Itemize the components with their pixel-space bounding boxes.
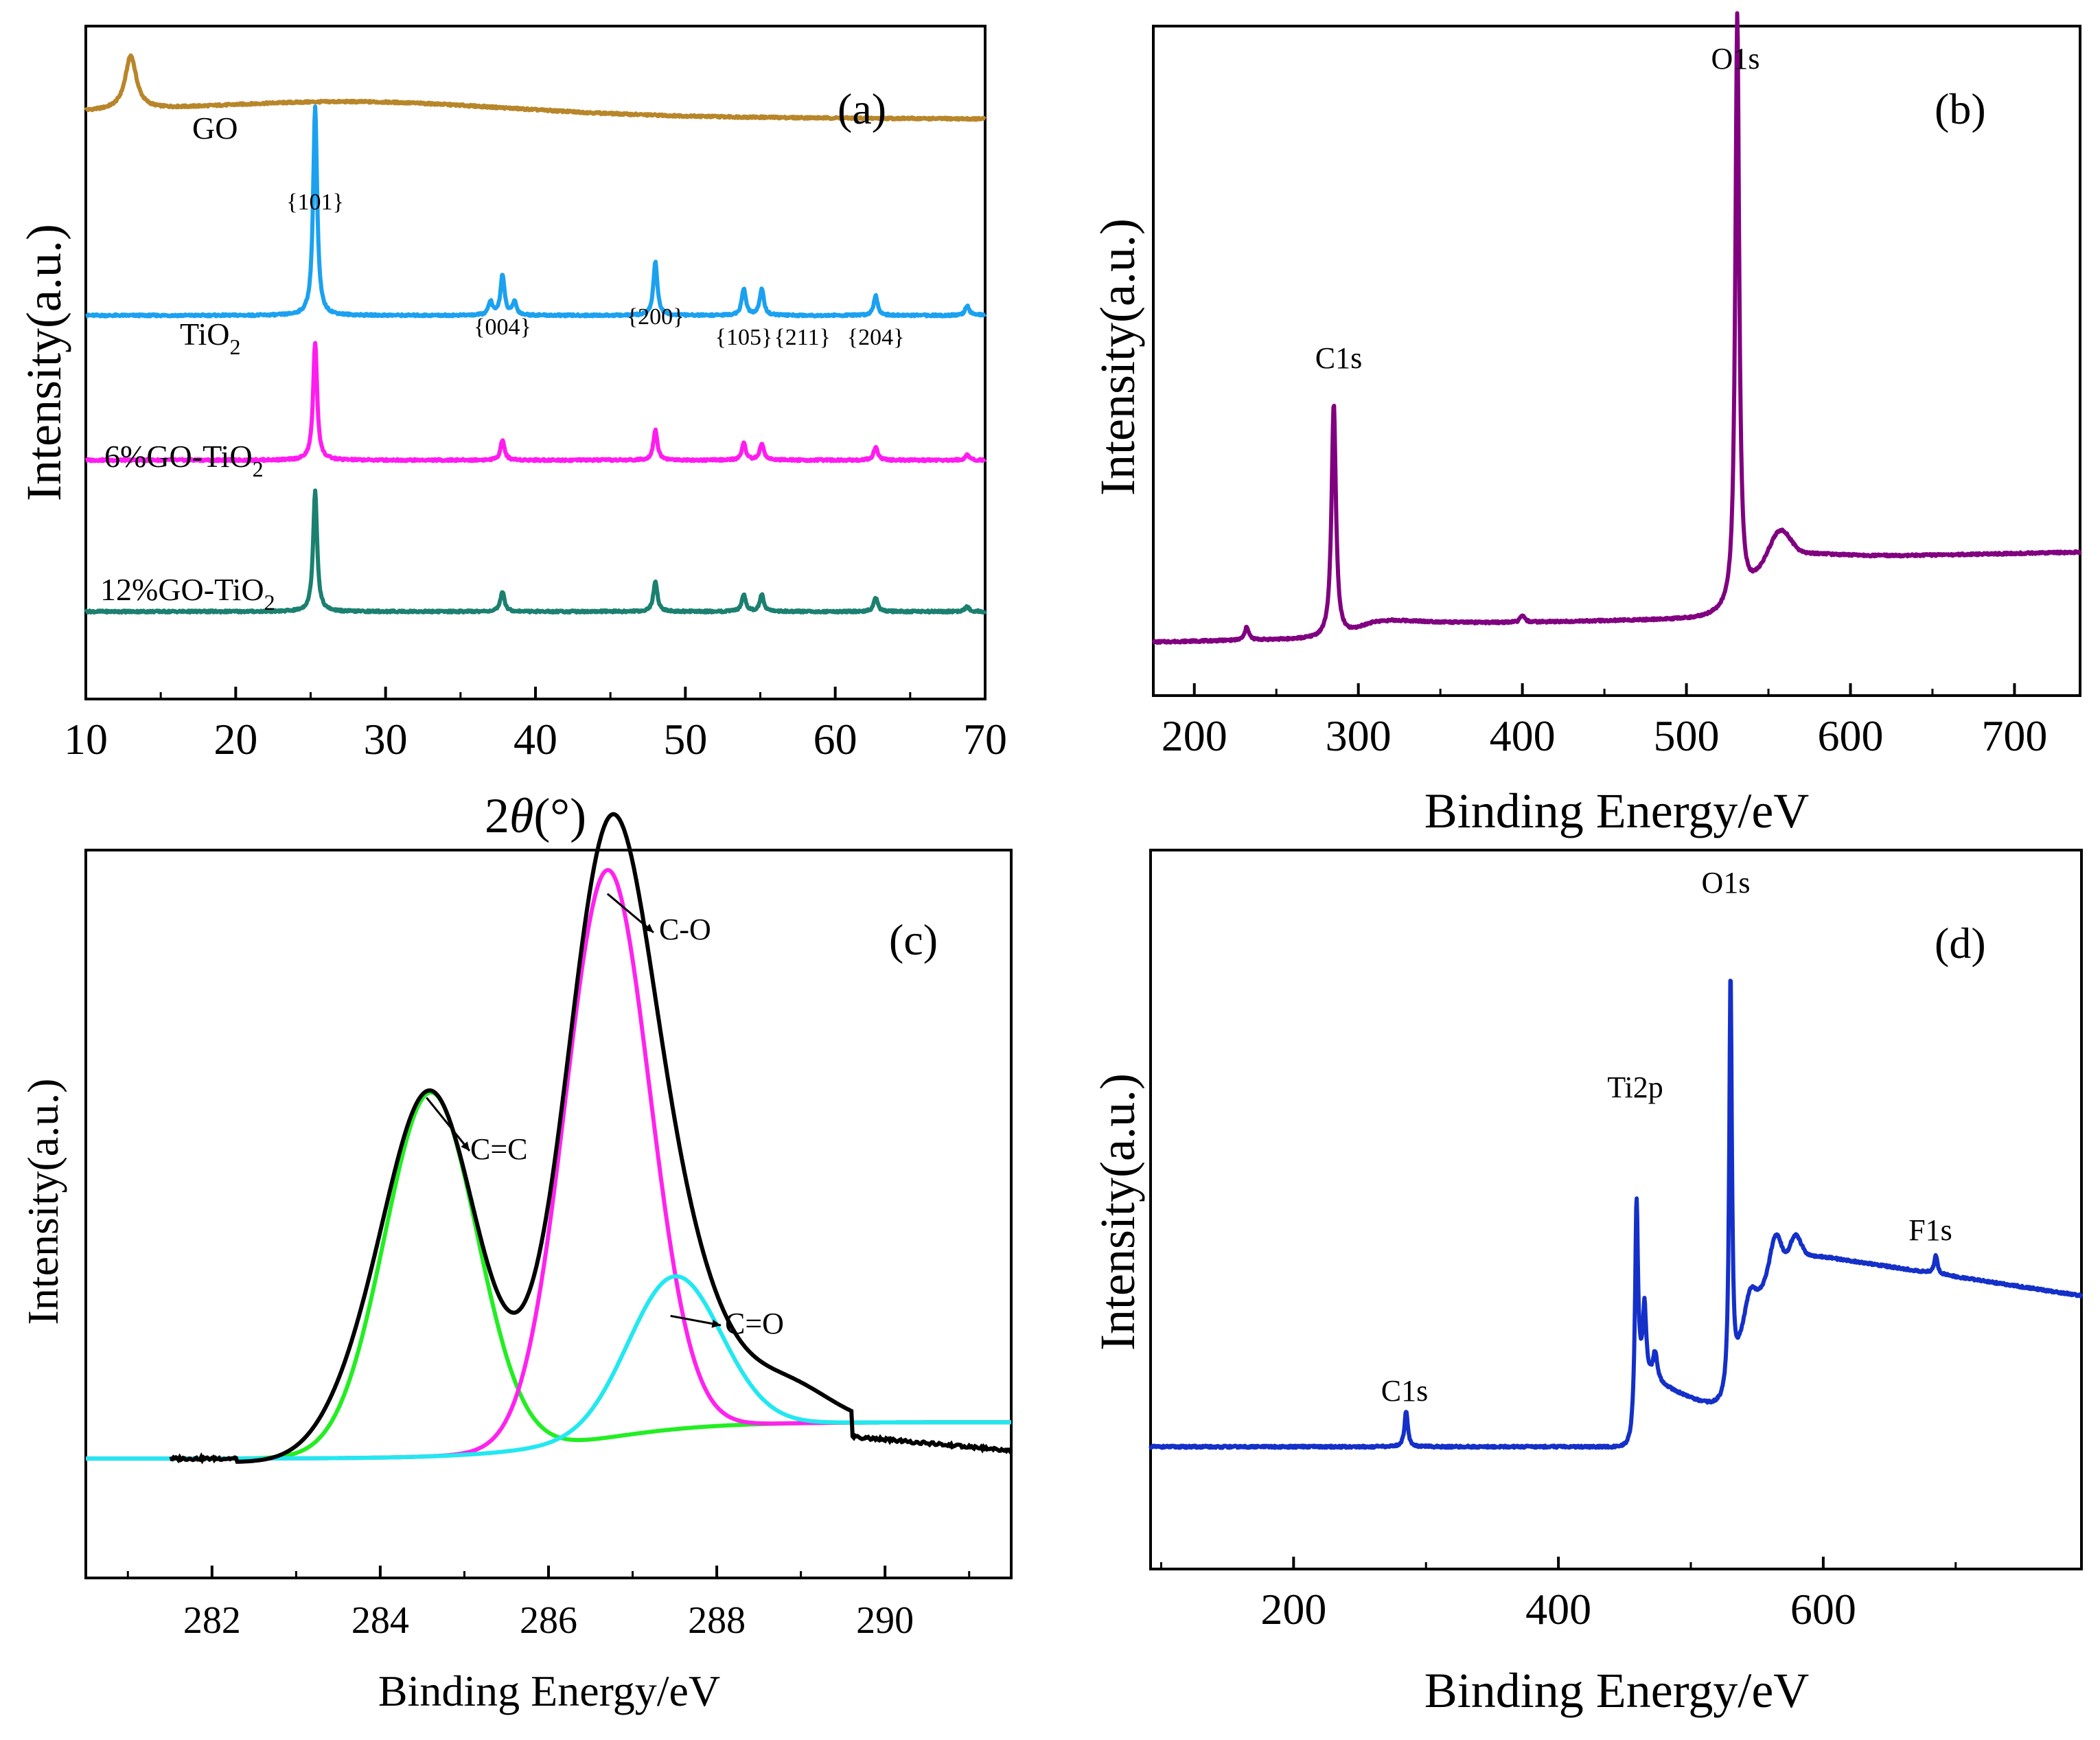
panel-c-x-tick-label: 284: [351, 1599, 409, 1642]
component-label-c-c-double: C=C: [470, 1132, 528, 1166]
panel-a-x-axis-title: 2θ(°): [485, 788, 586, 843]
component-label-c-o-double: C=O: [725, 1307, 784, 1340]
series-6go-tio2-line: [84, 341, 987, 463]
panel-c-label: (c): [889, 915, 938, 964]
plane-label: {101}: [286, 190, 344, 215]
panel-b-plot-frame: [1152, 25, 2081, 697]
panel-d-x-tick-label: 200: [1260, 1585, 1326, 1634]
panel-a-x-tick-label: 20: [214, 715, 257, 764]
annotation-arrowhead: [711, 1319, 721, 1328]
plane-label: {004}: [474, 314, 531, 340]
series-go-line: [84, 53, 987, 122]
panel-c-x-axis-title: Binding Energy/eV: [378, 1667, 720, 1715]
component-c-c-double-line: [86, 1090, 1011, 1461]
peak-label-o1s: O1s: [1711, 42, 1760, 76]
panel-b-spectrum-line: [1151, 11, 2082, 645]
panel-a-x-tick-label: 40: [514, 715, 557, 764]
annotation-arrowhead: [644, 924, 654, 932]
series-label-tio2: TiO2: [180, 317, 240, 359]
panel-d-plot-frame: [1149, 849, 2083, 1570]
panel-d-label: (d): [1935, 919, 1986, 968]
plane-label: {211}: [774, 325, 830, 350]
panel-a-x-tick-label: 50: [663, 715, 707, 764]
component-c-o-double-line: [86, 1274, 1011, 1461]
panel-b-x-tick-label: 500: [1654, 711, 1720, 760]
panel-b-x-tick-label: 400: [1490, 711, 1556, 760]
annotation-arrowhead: [461, 1141, 470, 1151]
annotation-arrow: [606, 893, 654, 934]
panel-b-y-axis-title: Intensity(a.u.): [1090, 218, 1145, 496]
panel-b-x-tick-label: 700: [1981, 711, 2047, 760]
panel-a-x-tick-label: 70: [963, 715, 1007, 764]
plane-label: {105}: [715, 325, 773, 350]
panel-b-label: (b): [1935, 84, 1986, 133]
series-tio2-line: [84, 104, 987, 319]
panel-c-x-tick-label: 288: [688, 1599, 746, 1642]
series-label-go: GO: [192, 111, 238, 146]
panel-c-x-tick-label: 286: [520, 1599, 577, 1642]
component-label-c-o: C-O: [659, 913, 711, 946]
panel-d-y-axis-title: Intensity(a.u.): [1090, 1073, 1145, 1351]
peak-label-c1s-d: C1s: [1381, 1374, 1428, 1408]
plane-label: {200}: [627, 304, 684, 330]
series-12go-tio2-line: [84, 488, 987, 615]
peak-label-c1s: C1s: [1315, 341, 1362, 375]
panel-b-xps-survey-chart: 200 300 400 500 600 700 (b) C1s O1s Binding E…: [1090, 11, 2082, 838]
panel-b-x-tick-label: 300: [1326, 711, 1392, 760]
panel-d-x-tick-label: 400: [1525, 1585, 1591, 1634]
series-label-6go-tio2: 6%GO-TiO2: [104, 439, 264, 481]
panel-a-x-tick-label: 60: [814, 715, 857, 764]
peak-label-ti2p: Ti2p: [1607, 1071, 1663, 1104]
component-c-o-line: [86, 868, 1011, 1461]
panel-a-label: (a): [838, 84, 886, 133]
panel-c-c1s-fit-chart: 282 284 286 288 290 (c) C=C C-O C=O Binding …: [19, 812, 1013, 1715]
panel-d-spectrum-line: [1149, 978, 2084, 1450]
series-label-12go-tio2: 12%GO-TiO2: [100, 572, 275, 615]
plane-label: {204}: [847, 325, 905, 350]
peak-label-o1s-d: O1s: [1702, 866, 1751, 900]
panel-d-x-axis-title: Binding Energy/eV: [1424, 1663, 1810, 1718]
panel-a-x-tick-label: 30: [364, 715, 408, 764]
annotation-arrow: [426, 1097, 471, 1152]
panel-b-x-tick-label: 600: [1817, 711, 1883, 760]
panel-a-xrd-chart: 10 20 30 40 50 60 70 (a) GO TiO2 6%GO-TiO2 12%…: [16, 25, 1007, 843]
panel-b-x-tick-label: 200: [1162, 711, 1227, 760]
panel-d-xps-survey-chart: 200 400 600 (d) C1s Ti2p O1s F1s Binding E…: [1090, 849, 2084, 1718]
panel-d-x-tick-label: 600: [1790, 1585, 1856, 1634]
panel-b-x-axis-title: Binding Energy/eV: [1424, 783, 1810, 838]
peak-label-f1s: F1s: [1908, 1213, 1952, 1247]
panel-c-y-axis-title: Intensity(a.u.): [19, 1079, 67, 1325]
panel-c-envelope-line: [169, 812, 1013, 1465]
panel-c-x-tick-label: 290: [856, 1599, 914, 1642]
panel-a-y-axis-title: Intensity(a.u.): [16, 224, 71, 501]
panel-a-x-tick-label: 10: [64, 715, 108, 764]
panel-c-x-tick-label: 282: [183, 1599, 241, 1642]
